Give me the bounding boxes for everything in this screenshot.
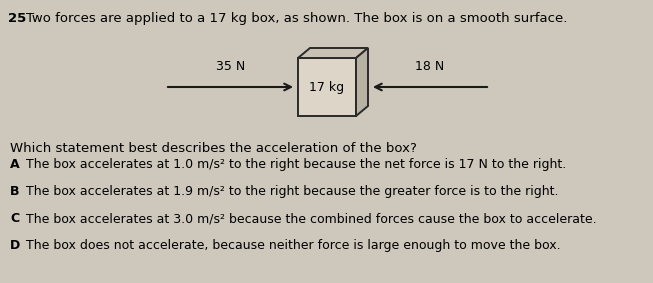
Text: B: B bbox=[10, 185, 20, 198]
Text: The box accelerates at 1.0 m/s² to the right because the net force is 17 N to th: The box accelerates at 1.0 m/s² to the r… bbox=[26, 158, 566, 171]
Text: 25: 25 bbox=[8, 12, 26, 25]
Text: The box accelerates at 1.9 m/s² to the right because the greater force is to the: The box accelerates at 1.9 m/s² to the r… bbox=[26, 185, 558, 198]
Polygon shape bbox=[298, 48, 368, 58]
Text: 18 N: 18 N bbox=[415, 60, 445, 73]
Text: The box does not accelerate, because neither force is large enough to move the b: The box does not accelerate, because nei… bbox=[26, 239, 561, 252]
Bar bbox=[298, 58, 356, 116]
Text: C: C bbox=[10, 212, 19, 225]
Text: 17 kg: 17 kg bbox=[310, 80, 345, 93]
Text: Which statement best describes the acceleration of the box?: Which statement best describes the accel… bbox=[10, 142, 417, 155]
Text: The box accelerates at 3.0 m/s² because the combined forces cause the box to acc: The box accelerates at 3.0 m/s² because … bbox=[26, 212, 597, 225]
Text: Two forces are applied to a 17 kg box, as shown. The box is on a smooth surface.: Two forces are applied to a 17 kg box, a… bbox=[26, 12, 567, 25]
Text: A: A bbox=[10, 158, 20, 171]
Polygon shape bbox=[356, 48, 368, 116]
Text: D: D bbox=[10, 239, 20, 252]
Text: 35 N: 35 N bbox=[216, 60, 245, 73]
